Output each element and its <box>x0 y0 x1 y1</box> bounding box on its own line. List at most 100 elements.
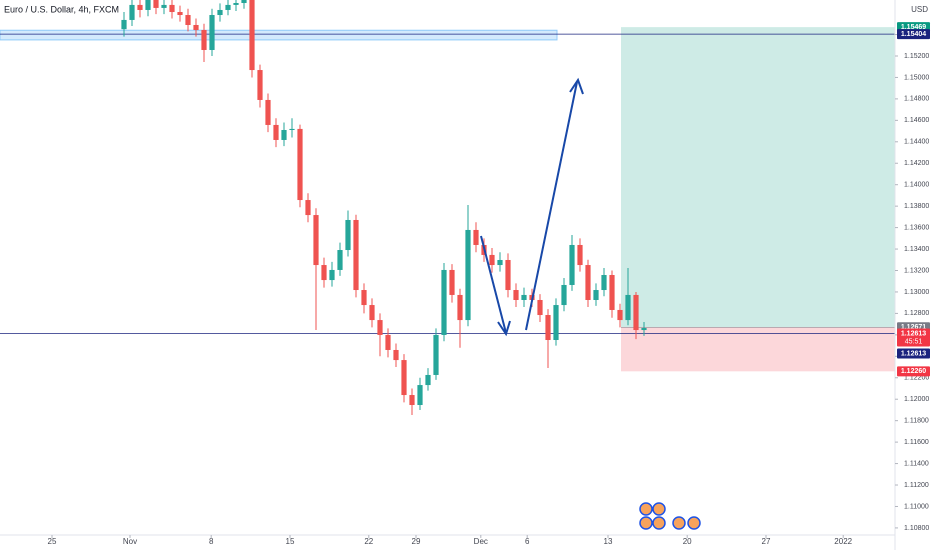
candle-body <box>385 334 391 350</box>
currency-label: USD <box>911 5 928 14</box>
candle-body <box>121 19 127 30</box>
candle-body <box>473 229 479 245</box>
candle-body <box>289 128 295 130</box>
arrow-head <box>569 77 584 95</box>
plot-area <box>0 0 895 415</box>
candle-body <box>353 219 359 291</box>
candle-body <box>217 9 223 16</box>
candle-body <box>577 244 583 266</box>
candle-body <box>633 294 639 331</box>
x-tick-label: 22 <box>364 537 373 546</box>
candle-body <box>297 128 303 201</box>
x-tick-label: 15 <box>286 537 295 546</box>
y-tick-label: 1.10800 <box>904 525 929 532</box>
price-axis: 1.10800 1.11000 1.11200 1.11400 1.11600 1.118… <box>895 22 930 532</box>
candle-body <box>545 315 551 341</box>
arrow-down <box>480 235 507 334</box>
candle-body <box>513 290 519 300</box>
candle-body <box>241 0 247 4</box>
y-tick-label: 1.12800 <box>904 310 929 317</box>
candle-body <box>177 12 183 16</box>
zone <box>0 29 558 41</box>
y-tick-label: 1.14200 <box>904 160 929 167</box>
candle-body <box>313 215 319 266</box>
x-tick-label: Dec <box>474 537 488 546</box>
candle-body <box>305 200 311 216</box>
event-icon <box>652 502 666 516</box>
candle-body <box>457 294 463 321</box>
candle-body <box>465 229 471 321</box>
x-tick-label: 2022 <box>834 537 852 546</box>
y-tick-label: 1.13000 <box>904 289 929 296</box>
event-icon <box>639 516 653 530</box>
y-tick-label: 1.11200 <box>904 482 929 489</box>
candle-body <box>401 360 407 396</box>
y-tick-label: 1.14000 <box>904 182 929 189</box>
price-label: 1.12613 <box>901 330 926 337</box>
event-icon <box>672 516 686 530</box>
candle-body <box>489 254 495 266</box>
y-tick-label: 1.13400 <box>904 246 929 253</box>
candle-body <box>537 299 543 316</box>
candle-body <box>281 129 287 140</box>
candle-body <box>169 4 175 13</box>
candle-body <box>209 15 215 50</box>
candle-body <box>553 305 559 341</box>
candle-body <box>625 294 631 321</box>
x-tick-label: 25 <box>48 537 57 546</box>
candle-body <box>145 0 151 10</box>
x-tick-label: 20 <box>683 537 692 546</box>
arrow-up <box>525 81 578 331</box>
event-icon <box>652 516 666 530</box>
y-tick-label: 1.11400 <box>904 460 929 467</box>
y-tick-label: 1.13600 <box>904 224 929 231</box>
x-tick-label: 6 <box>525 537 530 546</box>
candle-body <box>361 290 367 306</box>
candle-body <box>337 250 343 270</box>
candle-body <box>641 327 647 331</box>
y-tick-label: 1.15000 <box>904 74 929 81</box>
x-tick-label: 29 <box>412 537 421 546</box>
y-tick-label: 1.13800 <box>904 203 929 210</box>
candle-body <box>377 320 383 335</box>
candle-body <box>561 284 567 306</box>
candle-body <box>585 265 591 300</box>
price-label: 1.12671 <box>901 324 926 331</box>
y-tick-label: 1.14600 <box>904 117 929 124</box>
price-label: 1.12260 <box>901 368 926 375</box>
arrow-head <box>497 320 511 337</box>
x-tick-label: 8 <box>209 537 214 546</box>
candle-body <box>497 259 503 266</box>
chart-title: Euro / U.S. Dollar, 4h, FXCM <box>4 4 119 14</box>
candle-body <box>153 0 159 8</box>
arrows <box>480 77 584 337</box>
candle-body <box>617 309 623 321</box>
price-label: 1.15469 <box>901 24 926 31</box>
candle-body <box>417 385 423 406</box>
target-zone <box>621 27 895 328</box>
price-label-bg <box>897 366 930 377</box>
candle-body <box>593 290 599 300</box>
price-label: 1.12613 <box>901 350 926 357</box>
x-tick-label: 27 <box>762 537 771 546</box>
event-icons <box>639 502 701 530</box>
candle-body <box>569 244 575 285</box>
candle-body <box>601 275 607 291</box>
event-icon <box>639 502 653 516</box>
candle-body <box>505 259 511 291</box>
y-tick-label: 1.11800 <box>904 418 929 425</box>
price-label-bg <box>897 348 930 359</box>
candle-body <box>345 219 351 251</box>
candle-body <box>433 334 439 375</box>
candle-body <box>233 3 239 5</box>
y-tick-label: 1.15200 <box>904 53 929 60</box>
y-tick-label: 1.13200 <box>904 267 929 274</box>
candle-body <box>329 269 335 281</box>
y-tick-label: 1.11000 <box>904 503 929 510</box>
candle-body <box>449 269 455 295</box>
event-icon <box>687 516 701 530</box>
candle-body <box>249 0 255 71</box>
y-tick-label: 1.12000 <box>904 396 929 403</box>
y-tick-label: 1.11600 <box>904 439 929 446</box>
